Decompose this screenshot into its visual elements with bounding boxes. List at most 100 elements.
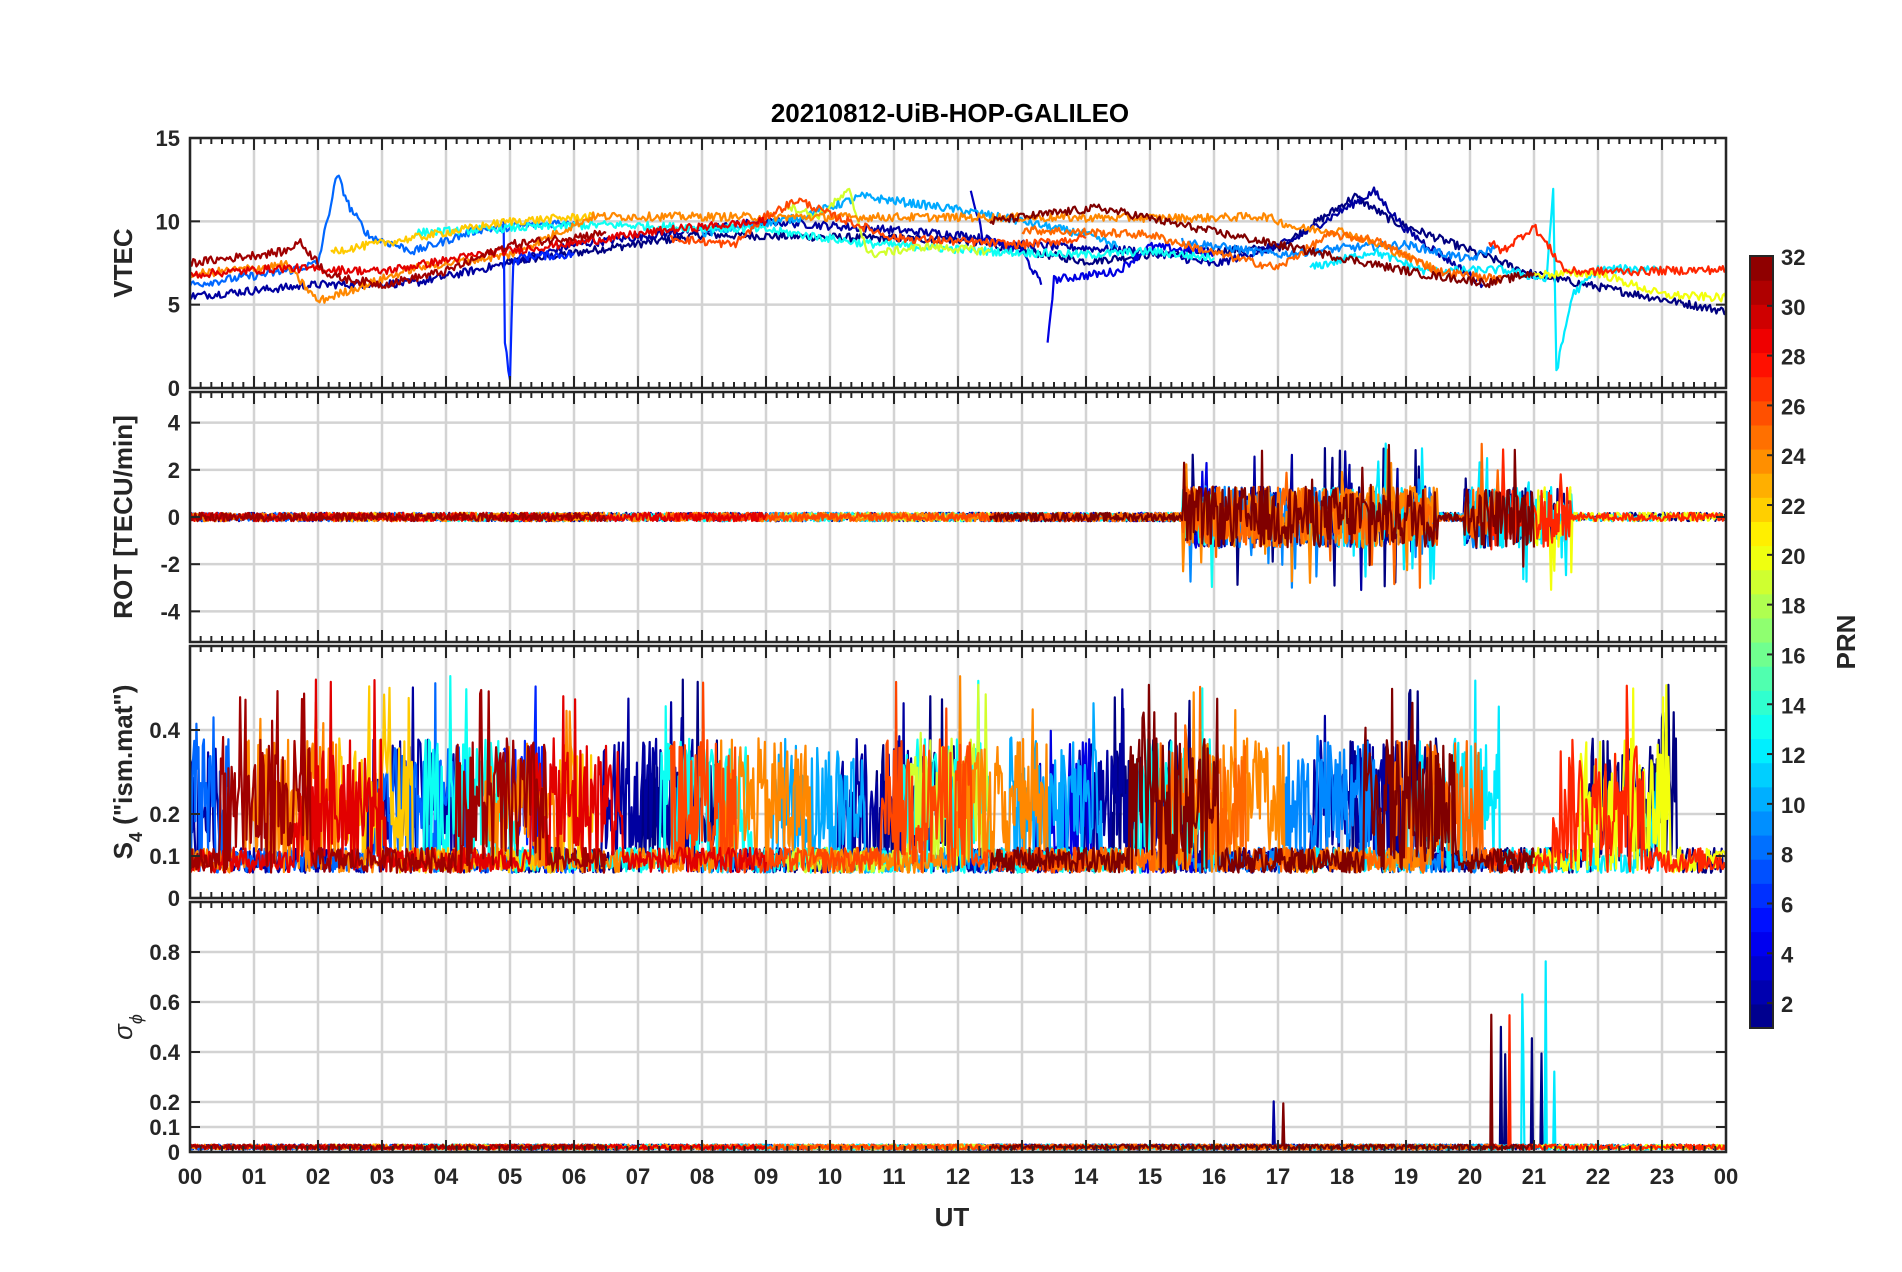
colorbar-swatch	[1750, 521, 1773, 547]
x-tick-label: 21	[1522, 1164, 1546, 1189]
x-tick-label: 23	[1650, 1164, 1674, 1189]
y-axis-label-s4: S4 ("ism.mat")	[108, 685, 146, 860]
y-tick-label-rot: -2	[160, 552, 180, 577]
colorbar-tick-label: 26	[1781, 394, 1805, 419]
series-line-prn-4	[1046, 241, 1215, 343]
series-line-prn-31	[190, 229, 607, 289]
colorbar-tick-label: 8	[1781, 843, 1793, 868]
series-line-prn-27	[1488, 1014, 1726, 1151]
colorbar-swatch	[1750, 931, 1773, 957]
traces-s4	[190, 675, 1726, 874]
series-line-prn-13	[413, 220, 1215, 263]
series-line-prn-22	[330, 211, 595, 255]
colorbar-swatch	[1750, 617, 1773, 643]
series-line-prn-25	[1021, 225, 1504, 284]
series-line-prn-31	[190, 688, 608, 874]
y-axis-label-rot: ROT [TECU/min]	[108, 415, 138, 619]
y-tick-label-rot: 4	[168, 411, 181, 436]
x-tick-label: 19	[1394, 1164, 1418, 1189]
y-tick-label-sigma: 0.8	[149, 940, 180, 965]
colorbar-tick-label: 32	[1781, 245, 1805, 270]
x-tick-label: 08	[690, 1164, 714, 1189]
y-label-rest: ("ism.mat")	[108, 685, 138, 832]
series-line-prn-19	[784, 187, 991, 259]
colorbar-swatch	[1750, 376, 1773, 402]
colorbar-swatch	[1750, 690, 1773, 715]
x-tick-label: 09	[754, 1164, 778, 1189]
x-tick-label: 18	[1330, 1164, 1354, 1189]
colorbar-swatch	[1750, 955, 1773, 981]
series-line-prn-2	[190, 186, 1484, 301]
x-tick-label: 14	[1074, 1164, 1099, 1189]
x-tick-label: 10	[818, 1164, 842, 1189]
x-tick-label: 03	[370, 1164, 394, 1189]
colorbar-swatch	[1750, 569, 1773, 595]
colorbar-swatch	[1750, 280, 1773, 305]
y-tick-label-s4: 0.4	[149, 718, 180, 743]
y-tick-label-sigma: 0.6	[149, 990, 180, 1015]
series-line-prn-6	[502, 221, 575, 382]
series-line-prn-31	[190, 511, 607, 523]
colorbar-tick-label: 2	[1781, 992, 1793, 1017]
colorbar-swatch	[1750, 835, 1773, 860]
y-tick-label-s4: 0.1	[149, 844, 180, 869]
colorbar-swatch	[1750, 738, 1773, 764]
colorbar-swatch	[1750, 786, 1773, 812]
series-line-prn-29	[190, 216, 768, 279]
panel-rot: -4 -2 0 2 4 ROT [TECU/min]	[108, 390, 1728, 644]
colorbar-swatch	[1750, 859, 1773, 884]
x-tick-label: 02	[306, 1164, 330, 1189]
series-line-prn-12	[1309, 187, 1663, 372]
colorbar-swatch	[1750, 762, 1773, 788]
series-line-prn-27	[1488, 223, 1726, 277]
colorbar-tick-label: 4	[1781, 942, 1794, 967]
y-tick-label-sigma: 0	[168, 1140, 180, 1165]
colorbar-swatch	[1750, 352, 1773, 378]
colorbar-tick-label: 30	[1781, 295, 1805, 320]
y-tick-label-rot: 0	[168, 505, 180, 530]
colorbar-tick-label: 20	[1781, 544, 1805, 569]
panel-vtec: 0 5 10 15 VTEC	[108, 126, 1728, 401]
colorbar-swatch	[1750, 1003, 1773, 1029]
y-label-sub: 4	[126, 832, 146, 842]
y-label-main: σ	[108, 1023, 138, 1040]
y-tick-label-rot: -4	[160, 599, 180, 624]
x-tick-label: 16	[1202, 1164, 1226, 1189]
colorbar-swatch	[1750, 642, 1773, 667]
series-line-prn-27	[1488, 684, 1726, 874]
x-tick-label: 11	[882, 1164, 905, 1189]
colorbar-swatch	[1750, 545, 1773, 571]
colorbar-swatch	[1750, 497, 1773, 522]
x-axis-label: UT	[935, 1202, 970, 1232]
y-tick-label-sigma: 0.4	[149, 1040, 180, 1065]
y-tick-label-rot: 2	[168, 458, 180, 483]
y-tick-label-sigma: 0.1	[149, 1115, 180, 1140]
x-tick-label: 07	[626, 1164, 650, 1189]
panel-s4: 00.10.20.4S4 ("ism.mat")	[108, 644, 1728, 911]
y-tick-label-sigma: 0.2	[149, 1090, 180, 1115]
colorbar-swatch	[1750, 256, 1773, 281]
x-tick-label: 00	[1714, 1164, 1738, 1189]
colorbar-tick-label: 22	[1781, 494, 1805, 519]
series-line-prn-10	[700, 191, 1119, 250]
series-line-prn-26	[670, 197, 1087, 250]
colorbar-swatch	[1750, 400, 1773, 426]
y-tick-label-s4: 0.2	[149, 802, 180, 827]
x-tick-label: 00	[178, 1164, 202, 1189]
colorbar-tick-label: 18	[1781, 594, 1805, 619]
colorbar-label: PRN	[1831, 615, 1861, 670]
traces-rot	[190, 442, 1726, 592]
x-tick-label: 05	[498, 1164, 522, 1189]
series-line-prn-32	[989, 203, 1535, 289]
colorbar-swatch	[1750, 666, 1773, 691]
colorbar-tick-label: 28	[1781, 345, 1805, 370]
series-line-prn-31	[190, 1143, 607, 1151]
x-tick-label: 13	[1010, 1164, 1034, 1189]
series-line-prn-24	[190, 211, 1439, 304]
colorbar-swatch	[1750, 449, 1773, 474]
y-axis-label-sigma: σϕ	[108, 1014, 146, 1040]
x-tick-label: 17	[1266, 1164, 1290, 1189]
